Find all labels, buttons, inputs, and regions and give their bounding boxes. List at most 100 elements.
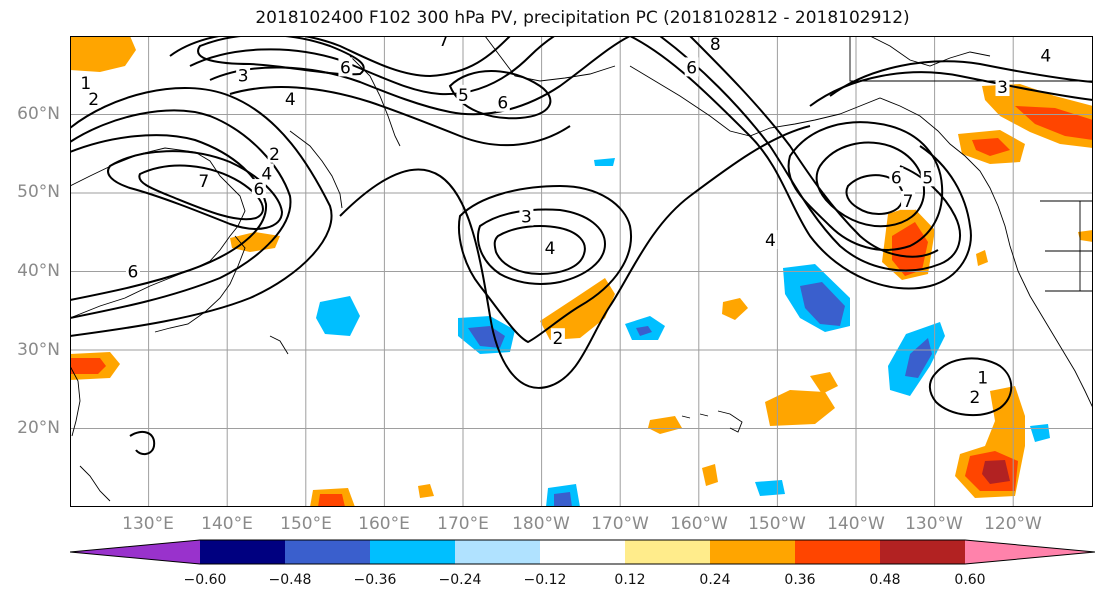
map-frame <box>70 36 1093 507</box>
colorbar-tick-neg060: −0.60 <box>183 572 227 588</box>
pv-contours <box>70 36 1093 456</box>
contour-label-bg <box>543 237 558 257</box>
lat-label-20n: 20°N <box>17 418 60 438</box>
contour-label-bg <box>763 230 778 250</box>
colorbar-tick-024: 0.24 <box>699 572 731 588</box>
contour-labels: 7656432176426342866574334124 <box>78 36 1053 408</box>
colorbar-tick-048: 0.48 <box>869 572 901 588</box>
lat-label-30n: 30°N <box>17 340 60 360</box>
contour-label: 7 <box>903 192 914 212</box>
lon-label-120w: 120°W <box>984 514 1042 534</box>
colorbar-cell <box>795 540 880 564</box>
colorbar-tick-neg048: −0.48 <box>268 572 312 588</box>
contour-label-bg <box>259 163 274 183</box>
contour-label-bg <box>920 167 935 187</box>
contour-label-bg <box>283 88 298 108</box>
lon-label-170w: 170°W <box>591 514 649 534</box>
contour-label-bg <box>1038 45 1053 65</box>
colorbar-outline <box>70 539 1095 565</box>
contour-label-bg <box>889 167 904 187</box>
colorbar <box>70 539 1095 565</box>
contour-label: 6 <box>891 168 902 188</box>
contour-label: 6 <box>128 263 139 283</box>
contour-label: 6 <box>253 180 264 200</box>
contour-label-bg <box>519 206 534 226</box>
contour-label: 2 <box>970 388 981 408</box>
contour-label: 3 <box>521 208 532 228</box>
contour-label-bg <box>684 57 699 77</box>
lon-label-140w: 140°W <box>827 514 885 534</box>
contour-label: 6 <box>497 94 508 114</box>
contour-label: 2 <box>88 90 99 110</box>
colorbar-cell <box>370 540 455 564</box>
colorbar-tick-060: 0.60 <box>954 572 986 588</box>
lon-label-130w: 130°W <box>905 514 963 534</box>
colorbar-extend-low <box>70 540 200 564</box>
coastlines <box>70 36 1093 502</box>
lon-label-150e: 150°E <box>280 514 332 534</box>
contour-label: 7 <box>438 36 449 51</box>
contour-label-bg <box>236 65 251 85</box>
contour-label-bg <box>708 36 723 53</box>
contour-label-bg <box>967 387 982 407</box>
lon-label-150w: 150°W <box>748 514 806 534</box>
contour-label: 7 <box>198 172 209 192</box>
contour-label: 4 <box>545 239 556 259</box>
lat-label-40n: 40°N <box>17 261 60 281</box>
contour-label-bg <box>78 73 93 93</box>
colorbar-cell <box>285 540 370 564</box>
contour-label-bg <box>995 77 1010 97</box>
colorbar-cell <box>455 540 540 564</box>
graticule <box>70 36 1093 507</box>
colorbar-tick-neg024: −0.24 <box>438 572 482 588</box>
colorbar-cell <box>200 540 285 564</box>
contour-label: 4 <box>1040 47 1051 67</box>
lon-label-170e: 170°E <box>437 514 489 534</box>
contour-label-bg <box>125 261 140 281</box>
lon-label-140e: 140°E <box>201 514 253 534</box>
contour-label-bg <box>86 88 101 108</box>
contour-label-bg <box>550 328 565 348</box>
contour-label-bg <box>456 84 471 104</box>
contour-label-bg <box>436 36 451 49</box>
contour-label: 8 <box>710 36 721 55</box>
contour-label: 6 <box>340 58 351 78</box>
colorbar-extend-high <box>965 540 1095 564</box>
contour-label: 1 <box>80 74 91 94</box>
contour-label-bg <box>251 179 266 199</box>
map-panel: 7656432176426342866574334124 <box>70 36 1093 507</box>
contour-label: 2 <box>552 329 563 349</box>
lat-label-50n: 50°N <box>17 182 60 202</box>
lon-label-130e: 130°E <box>122 514 174 534</box>
lon-label-160w: 160°W <box>670 514 728 534</box>
contour-label: 3 <box>238 66 249 86</box>
precipitation-shading <box>70 36 1093 507</box>
colorbar-tick-012: 0.12 <box>614 572 646 588</box>
contour-label: 5 <box>458 86 469 106</box>
colorbar-cell <box>625 540 710 564</box>
contour-label-bg <box>338 57 353 77</box>
contour-label: 4 <box>285 90 296 110</box>
contour-label-bg <box>495 92 510 112</box>
contour-label: 6 <box>686 58 697 78</box>
plot-title: 2018102400 F102 300 hPa PV, precipitatio… <box>255 8 910 28</box>
contour-label: 5 <box>922 168 933 188</box>
contour-label: 3 <box>997 78 1008 98</box>
colorbar-cell <box>710 540 795 564</box>
contour-label-bg <box>267 143 282 163</box>
contour-label: 4 <box>765 231 776 251</box>
colorbar-tick-neg012: −0.12 <box>523 572 567 588</box>
colorbar-cell <box>880 540 965 564</box>
colorbar-cell <box>540 540 625 564</box>
contour-label-bg <box>975 367 990 387</box>
contour-label-bg <box>196 171 211 191</box>
contour-label: 1 <box>977 368 988 388</box>
contour-label-bg <box>901 190 916 210</box>
lat-label-60n: 60°N <box>17 104 60 124</box>
contour-label: 2 <box>269 145 280 165</box>
lon-label-160e: 160°E <box>358 514 410 534</box>
colorbar-tick-neg036: −0.36 <box>353 572 397 588</box>
colorbar-tick-036: 0.36 <box>784 572 816 588</box>
contour-label: 4 <box>261 164 272 184</box>
lon-label-180w: 180°W <box>512 514 570 534</box>
